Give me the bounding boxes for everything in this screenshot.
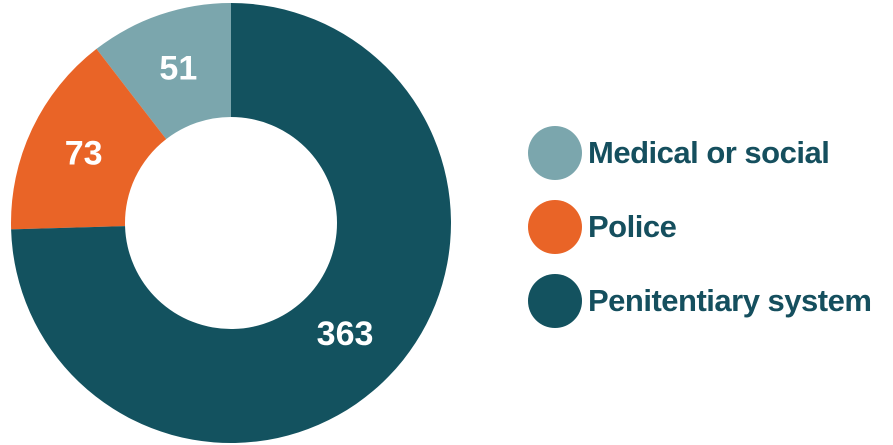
legend-swatch-penitentiary-system bbox=[528, 274, 582, 328]
donut-slice-penitentiary-system bbox=[11, 3, 452, 444]
legend-swatch-medical-or-social bbox=[528, 126, 582, 180]
legend-item-penitentiary-system: Penitentiary system bbox=[528, 274, 872, 328]
legend-item-police: Police bbox=[528, 200, 871, 254]
data-label-penitentiary-system: 363 bbox=[317, 315, 374, 353]
legend-label-medical-or-social: Medical or social bbox=[588, 135, 830, 170]
data-label-police: 73 bbox=[65, 134, 103, 172]
legend-item-medical-or-social: Medical or social bbox=[528, 126, 871, 180]
chart-legend: Medical or social Police Penitentiary sy… bbox=[528, 126, 872, 328]
legend-label-police: Police bbox=[588, 209, 677, 244]
donut-slice-medical-or-social bbox=[96, 3, 231, 140]
legend-swatch-police bbox=[528, 200, 582, 254]
legend-label-penitentiary-system: Penitentiary system bbox=[588, 283, 872, 318]
donut-slice-police bbox=[11, 48, 167, 230]
data-label-medical-or-social: 51 bbox=[159, 50, 197, 88]
